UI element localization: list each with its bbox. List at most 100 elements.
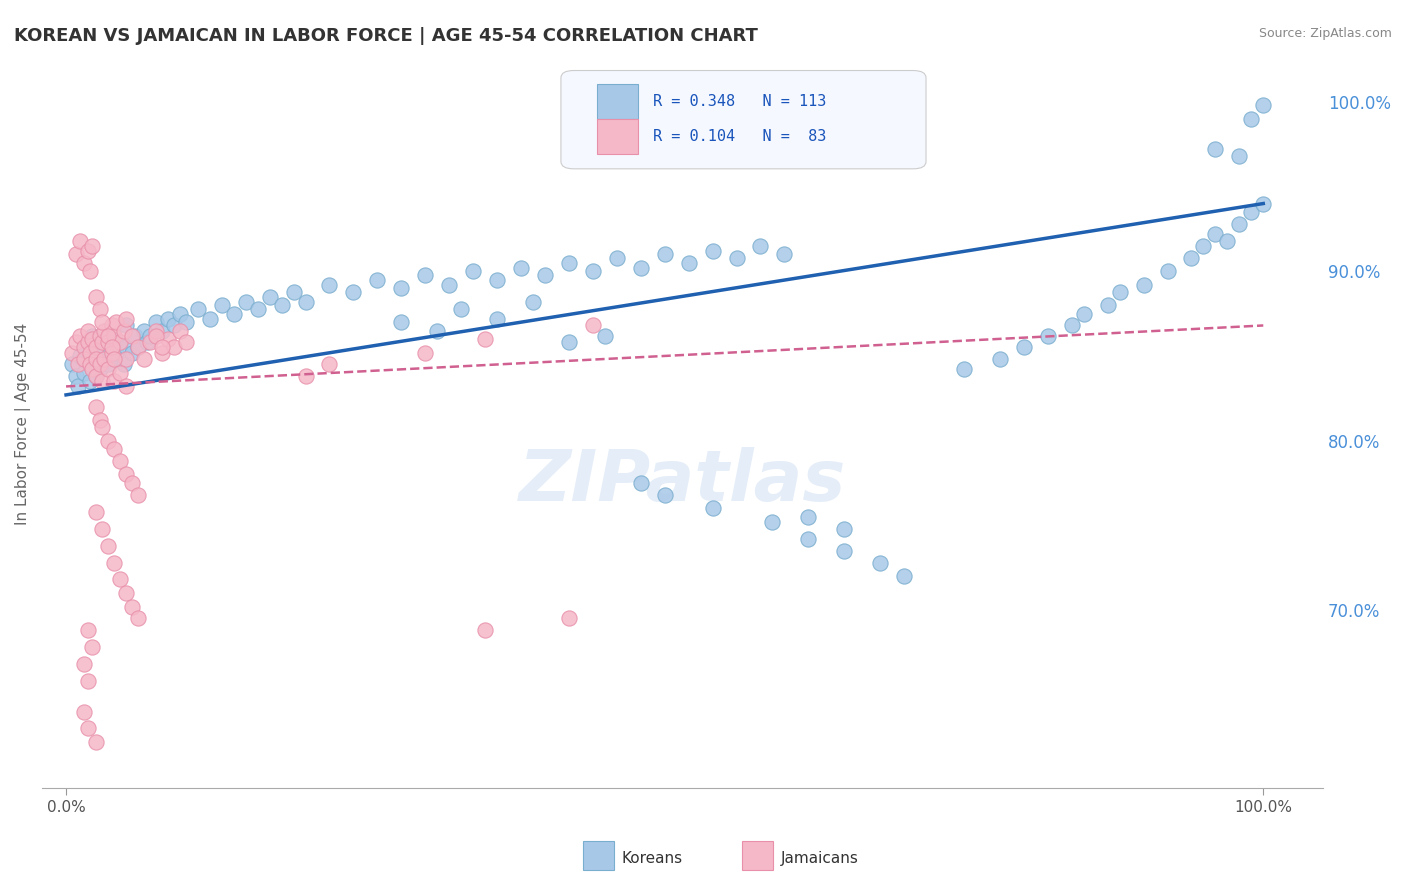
Point [486, 311, 509, 326]
Point [91, 335, 114, 350]
Point [76, 352, 98, 367]
Point [76, 624, 98, 638]
Point [389, 281, 412, 295]
Point [60, 345, 83, 359]
Text: R = 0.348   N = 113: R = 0.348 N = 113 [654, 95, 827, 110]
Point [82, 362, 104, 376]
Point [534, 268, 557, 282]
Point [1156, 264, 1178, 278]
Point [259, 290, 281, 304]
Point [678, 256, 700, 270]
Point [749, 239, 772, 253]
FancyBboxPatch shape [596, 119, 638, 153]
Point [988, 352, 1011, 367]
Point [100, 341, 122, 355]
Point [953, 362, 976, 376]
Point [115, 311, 138, 326]
Point [73, 341, 96, 355]
Point [112, 358, 135, 372]
Point [558, 611, 581, 625]
Point [91, 315, 114, 329]
Point [702, 501, 724, 516]
Point [103, 328, 125, 343]
Point [127, 488, 149, 502]
Point [76, 674, 98, 689]
Point [156, 311, 179, 326]
Point [79, 345, 101, 359]
Point [66, 379, 89, 393]
Point [91, 420, 114, 434]
Point [474, 624, 496, 638]
Point [65, 247, 87, 261]
Point [318, 358, 340, 372]
Point [1180, 251, 1202, 265]
Point [893, 569, 915, 583]
Point [97, 328, 120, 343]
Point [1012, 341, 1035, 355]
Point [103, 352, 125, 367]
Point [121, 475, 143, 490]
Point [1227, 149, 1250, 163]
Point [121, 345, 143, 359]
Point [84, 369, 107, 384]
Point [121, 328, 143, 343]
Point [112, 324, 135, 338]
Point [127, 611, 149, 625]
Point [630, 475, 652, 490]
Point [797, 509, 820, 524]
Point [1251, 196, 1274, 211]
FancyBboxPatch shape [561, 70, 927, 169]
Point [294, 294, 316, 309]
Point [108, 366, 131, 380]
Point [79, 335, 101, 350]
Point [1216, 234, 1239, 248]
Point [187, 301, 209, 316]
Point [93, 345, 115, 359]
Point [163, 341, 186, 355]
Text: KOREAN VS JAMAICAN IN LABOR FORCE | AGE 45-54 CORRELATION CHART: KOREAN VS JAMAICAN IN LABOR FORCE | AGE … [14, 27, 758, 45]
Point [73, 705, 96, 719]
Point [1108, 285, 1130, 299]
Point [136, 335, 159, 350]
Point [100, 345, 122, 359]
Point [115, 318, 138, 333]
Point [1192, 239, 1215, 253]
Point [169, 324, 191, 338]
Point [150, 345, 173, 359]
Point [89, 413, 111, 427]
Point [127, 341, 149, 355]
Point [103, 375, 125, 389]
Point [115, 341, 138, 355]
Point [832, 543, 855, 558]
Point [1240, 205, 1263, 219]
Point [91, 332, 114, 346]
Point [84, 505, 107, 519]
Point [869, 556, 891, 570]
Point [79, 358, 101, 372]
Point [342, 285, 364, 299]
Point [1036, 328, 1059, 343]
Point [1097, 298, 1119, 312]
Point [437, 277, 460, 292]
Point [84, 341, 107, 355]
Y-axis label: In Labor Force | Age 45-54: In Labor Force | Age 45-54 [15, 323, 31, 524]
Point [1204, 142, 1226, 156]
Point [105, 345, 128, 359]
Point [1240, 112, 1263, 126]
Point [145, 328, 167, 343]
Point [163, 318, 186, 333]
Point [235, 294, 257, 309]
Point [89, 328, 111, 343]
Point [82, 239, 104, 253]
Text: R = 0.104   N =  83: R = 0.104 N = 83 [654, 128, 827, 144]
Point [115, 586, 138, 600]
Point [79, 375, 101, 389]
Point [132, 352, 155, 367]
Point [60, 358, 83, 372]
Point [66, 358, 89, 372]
Point [1073, 307, 1095, 321]
Point [97, 335, 120, 350]
Point [84, 369, 107, 384]
Point [366, 273, 388, 287]
Point [389, 315, 412, 329]
